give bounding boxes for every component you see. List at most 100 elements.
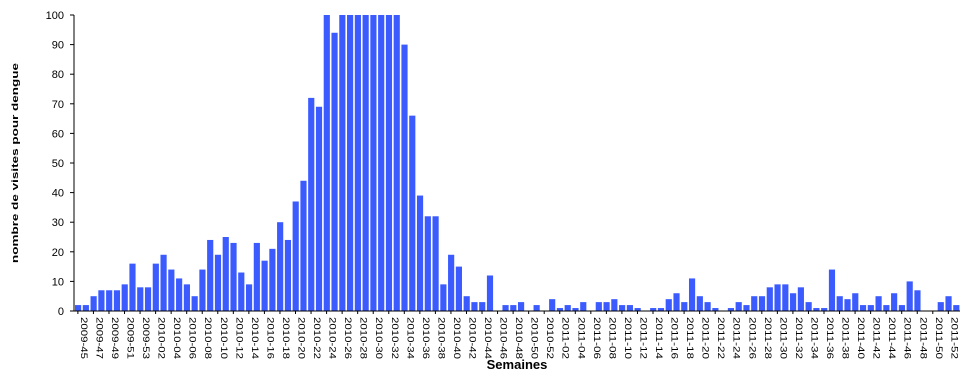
x-ticks-group: 2009-45 2009-47 2009-49 2009-51 2009-53 2010-… [77, 311, 959, 359]
bar [657, 308, 665, 311]
x-tick-label: 2011-34 [809, 317, 819, 359]
bar [681, 302, 688, 311]
x-tick-label: 2011-04 [576, 317, 586, 359]
bar [743, 305, 750, 311]
x-tick-label: 2010-20 [297, 317, 307, 359]
bar [137, 287, 144, 311]
bar [556, 308, 564, 311]
bar [634, 308, 641, 311]
x-tick-label: 2011-46 [903, 317, 913, 359]
x-tick-label: 2011-08 [607, 317, 617, 359]
bar [914, 290, 921, 311]
bar [549, 299, 556, 311]
x-tick-label: 2011-36 [825, 317, 835, 359]
bar [906, 281, 913, 311]
y-tick-label: 0 [58, 306, 64, 318]
x-tick-label: 2010-14 [250, 317, 260, 359]
bar [797, 287, 804, 311]
bars-group [75, 15, 960, 311]
x-tick-label: 2009-45 [79, 317, 89, 359]
bar [712, 308, 719, 311]
bar [821, 308, 828, 311]
x-tick-label: 2011-38 [841, 317, 851, 359]
x-tick-label: 2010-38 [436, 317, 446, 359]
x-tick-label: 2010-24 [328, 317, 338, 359]
x-tick-label: 2010-32 [390, 317, 400, 359]
bar [898, 305, 905, 311]
bar [875, 296, 882, 311]
bar [603, 302, 610, 311]
bar [230, 242, 237, 311]
bar [82, 305, 89, 311]
x-tick-label: 2010-34 [405, 317, 415, 359]
bar [113, 290, 121, 311]
bar [479, 302, 486, 311]
y-tick-label: 100 [46, 10, 64, 22]
bar [564, 305, 571, 311]
x-tick-label: 2011-24 [732, 317, 742, 359]
bar [323, 15, 330, 311]
x-tick-label: 2011-12 [638, 317, 648, 359]
bar [486, 275, 494, 311]
y-tick-label: 30 [52, 217, 64, 229]
x-tick-label: 2010-46 [499, 317, 509, 359]
bar [953, 305, 960, 311]
y-axis-label: nombre de visites pour dengue [10, 63, 20, 263]
bar [805, 302, 812, 311]
bar [852, 293, 859, 311]
bar [393, 15, 400, 311]
bar [424, 216, 431, 311]
bar [572, 308, 579, 311]
bar [300, 180, 307, 311]
bar [362, 15, 369, 311]
bar [844, 299, 851, 311]
bar [440, 284, 447, 311]
bar [758, 296, 766, 311]
bar [673, 293, 680, 311]
bar [790, 293, 797, 311]
bar [292, 201, 299, 311]
bar [533, 305, 540, 311]
bar [331, 32, 338, 311]
bar [261, 260, 268, 311]
bar [269, 248, 276, 311]
bar [432, 216, 439, 311]
y-ticks-group: 0 10 20 30 40 50 60 70 80 90 100 [46, 10, 74, 318]
bar [245, 284, 253, 311]
x-tick-label: 2010-04 [172, 317, 182, 359]
bar [891, 293, 898, 311]
bar [688, 278, 696, 311]
x-tick-label: 2010-18 [281, 317, 291, 359]
bar [751, 296, 758, 311]
x-tick-label: 2011-28 [763, 317, 773, 359]
bar [284, 239, 292, 311]
bar [207, 239, 214, 311]
bar [510, 305, 517, 311]
bar [199, 269, 206, 311]
bar [183, 284, 190, 311]
bar [347, 15, 354, 311]
bar [106, 290, 113, 311]
x-tick-label: 2011-44 [887, 317, 897, 359]
bar [619, 305, 626, 311]
bar [75, 305, 82, 311]
x-tick-label: 2010-06 [188, 317, 198, 359]
bar [502, 305, 509, 311]
bar [409, 115, 416, 311]
bar [214, 254, 222, 311]
axes-group [73, 15, 960, 312]
x-tick-label: 2011-42 [872, 317, 882, 359]
y-tick-label: 50 [52, 158, 64, 170]
bar [222, 237, 229, 311]
bar [836, 296, 843, 311]
x-tick-label: 2010-48 [514, 317, 524, 359]
bar [626, 305, 633, 311]
bar [176, 278, 183, 311]
x-tick-label: 2010-44 [483, 317, 493, 359]
x-tick-label: 2011-06 [592, 317, 602, 359]
bar [315, 106, 323, 311]
bar [144, 287, 152, 311]
x-tick-label: 2010-16 [265, 317, 275, 359]
bar [945, 296, 952, 311]
